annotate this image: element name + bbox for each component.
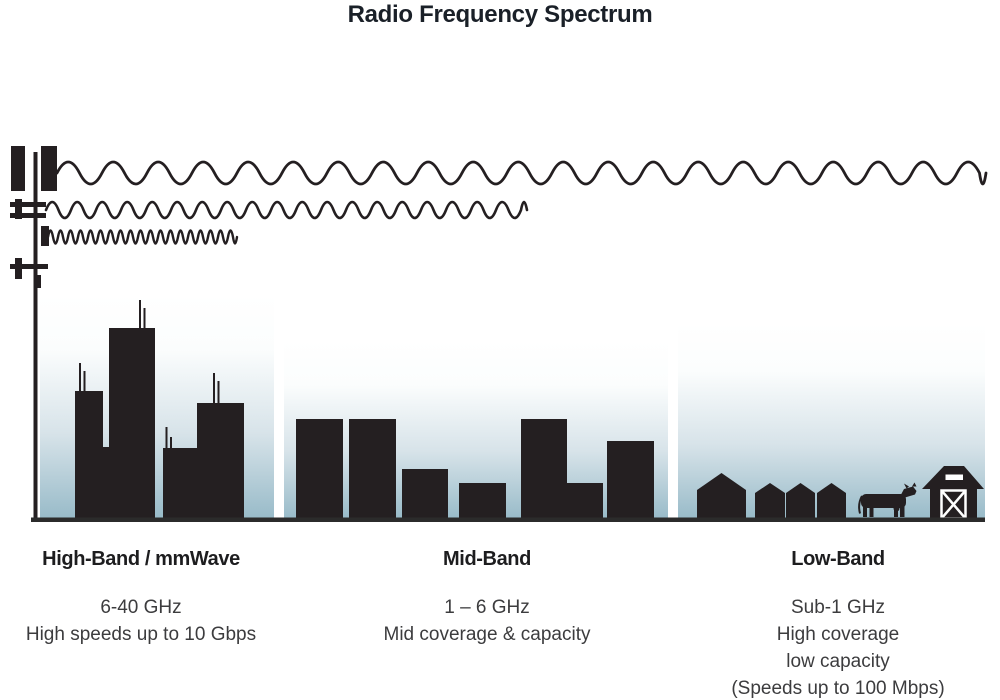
mid-band-frequency: 1 – 6 GHz [444, 597, 530, 618]
cell-tower-icon [10, 146, 57, 520]
town-buildings-icon [296, 419, 654, 520]
ground-line [31, 517, 985, 522]
low-band-heading: Low-Band [791, 548, 885, 570]
low-band-description-3: (Speeds up to 100 Mbps) [731, 678, 945, 699]
radio-waves [44, 160, 988, 245]
high-band-heading: High-Band / mmWave [42, 548, 240, 570]
page-title: Radio Frequency Spectrum [347, 1, 653, 28]
high-frequency-wave-icon [46, 229, 239, 245]
mid-band-heading: Mid-Band [443, 548, 531, 570]
low-band-label-group: Low-Band Sub-1 GHz High coverage low cap… [712, 548, 964, 700]
low-frequency-wave-icon [55, 160, 988, 186]
low-band-description-1: High coverage [776, 624, 900, 645]
high-band-frequency: 6-40 GHz [100, 597, 182, 618]
low-band-description-2: low capacity [786, 651, 890, 672]
low-band-frequency: Sub-1 GHz [791, 597, 885, 618]
farm-scene [697, 466, 984, 520]
city-skyline-icon [75, 300, 244, 520]
high-band-description: High speeds up to 10 Gbps [25, 624, 257, 645]
farm-houses-icon [697, 473, 846, 520]
cow-icon [858, 482, 917, 517]
barn-icon [922, 466, 984, 520]
mid-band-description: Mid coverage & capacity [383, 624, 591, 645]
high-band-label-group: High-Band / mmWave 6-40 GHz High speeds … [20, 548, 262, 648]
mid-band-label-group: Mid-Band 1 – 6 GHz Mid coverage & capaci… [366, 548, 608, 648]
mid-frequency-wave-icon [44, 200, 529, 220]
